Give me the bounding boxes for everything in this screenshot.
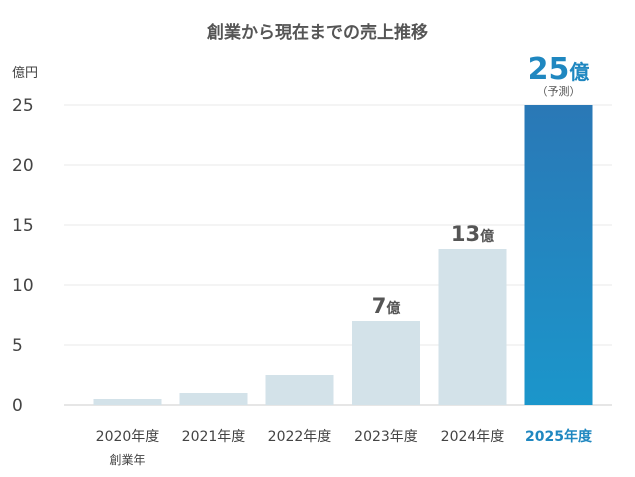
bar-2020年度 xyxy=(93,399,162,405)
x-tick-label-2021年度: 2021年度 xyxy=(182,429,246,445)
y-tick-label-15: 15 xyxy=(12,216,34,236)
bar-2021年度 xyxy=(179,393,248,405)
data-label-2025年度: 25億 xyxy=(528,52,590,87)
bar-2025年度 xyxy=(524,105,593,405)
bar-2023年度 xyxy=(352,321,420,405)
x-tick-label-2023年度: 2023年度 xyxy=(354,429,418,445)
x-tick-label-2022年度: 2022年度 xyxy=(268,429,332,445)
grid-layer: 0 5 10 15 20 25 xyxy=(12,96,612,416)
y-tick-label-25: 25 xyxy=(12,96,34,116)
y-tick-label-5: 5 xyxy=(12,336,23,356)
x-tick-label-2025年度: 2025年度 xyxy=(525,428,593,445)
bar-2024年度 xyxy=(438,249,507,405)
x-tick-label-2020年度: 2020年度 xyxy=(96,429,160,445)
y-tick-label-0: 0 xyxy=(12,396,23,416)
bars-layer xyxy=(93,105,593,405)
bar-2022年度 xyxy=(265,375,334,405)
data-label-2024年度: 13億 xyxy=(451,222,494,246)
data-label-2023年度: 7億 xyxy=(372,294,401,318)
y-axis-unit-label: 億円 xyxy=(12,65,38,81)
y-tick-label-20: 20 xyxy=(12,156,34,176)
chart-title: 創業から現在までの売上推移 xyxy=(206,22,428,43)
labels-layer: 7億 13億 25億（予測） xyxy=(372,52,590,318)
data-label-note-2025年度: （予測） xyxy=(537,84,581,98)
x-tick-note-2020年度: 創業年 xyxy=(109,453,145,467)
x-tick-label-2024年度: 2024年度 xyxy=(441,429,505,445)
y-tick-label-10: 10 xyxy=(12,276,34,296)
